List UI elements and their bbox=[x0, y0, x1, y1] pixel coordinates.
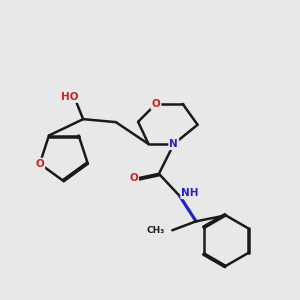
Text: O: O bbox=[35, 159, 44, 169]
Text: CH₃: CH₃ bbox=[147, 226, 165, 235]
Text: NH: NH bbox=[182, 188, 199, 198]
Text: O: O bbox=[129, 173, 138, 183]
Text: HO: HO bbox=[61, 92, 79, 102]
Text: N: N bbox=[169, 139, 178, 149]
Text: O: O bbox=[152, 99, 160, 109]
